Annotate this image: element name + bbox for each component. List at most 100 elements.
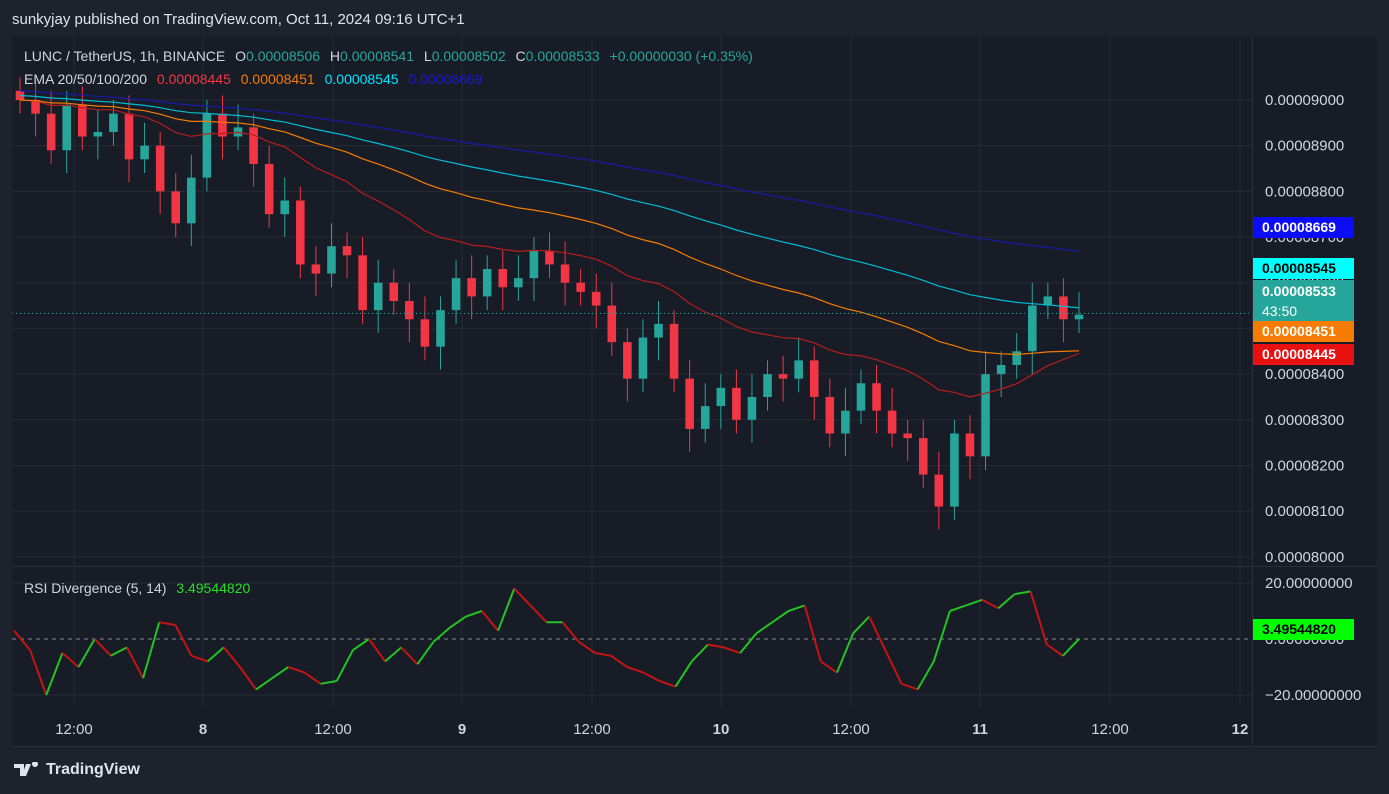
candle-body — [825, 396, 835, 434]
rsi-tick-label: −20.00000000 — [1265, 687, 1361, 704]
rsi-segment — [271, 666, 289, 680]
candle-body — [809, 360, 819, 397]
candle-body — [623, 342, 632, 379]
price-tick-label: 0.00008400 — [1265, 366, 1344, 383]
rsi-segment — [852, 615, 870, 635]
rsi-segment — [674, 660, 693, 688]
rsi-price-label: 3.49544820 — [1253, 619, 1354, 640]
rsi-segment — [400, 646, 419, 665]
price-tick-label: 0.00008300 — [1265, 412, 1344, 429]
rsi-segment — [561, 621, 580, 643]
candle-body — [124, 113, 134, 160]
ema50-line — [19, 99, 1080, 356]
time-tick-label: 12:00 — [832, 721, 870, 738]
rsi-segment — [481, 610, 499, 632]
candle-body — [420, 319, 430, 347]
rsi-segment — [626, 666, 644, 674]
candle-body — [981, 374, 990, 457]
close-value: 0.00008533 — [525, 48, 600, 64]
symbol-label[interactable]: LUNC / TetherUS, 1h, BINANCE — [24, 48, 226, 64]
candle-body — [700, 406, 710, 429]
rsi-segment — [77, 638, 96, 668]
rsi-segment — [206, 646, 225, 663]
time-tick-label: 8 — [199, 721, 207, 738]
candle-body — [716, 387, 726, 407]
candle-body — [1043, 296, 1053, 306]
rsi-segment — [981, 598, 999, 610]
rsi-segment — [239, 666, 257, 690]
ema100-line — [19, 94, 1080, 309]
publish-title: sunkyjay published on TradingView.com, O… — [12, 11, 465, 28]
candle-body — [249, 127, 258, 164]
rsi-segment — [93, 638, 112, 657]
price-tick-label: 0.00009000 — [1265, 92, 1344, 109]
candle-body — [763, 374, 772, 397]
candle-body — [140, 145, 149, 160]
rsi-segment — [449, 615, 467, 629]
rsi-segment — [788, 604, 806, 612]
candle-body — [591, 291, 601, 306]
change-value: +0.00000030 (+0.35%) — [609, 48, 753, 64]
price-tick-label: 0.00008000 — [1265, 549, 1344, 566]
rsi-segment — [513, 587, 532, 607]
candle-body — [1074, 314, 1084, 320]
ema50-value: 0.00008451 — [240, 71, 315, 87]
rsi-segment — [707, 643, 725, 649]
candle-body — [46, 113, 56, 151]
candle-body — [965, 433, 975, 457]
candle-body — [405, 301, 414, 320]
ema50-price-label: 0.00008451 — [1253, 321, 1354, 342]
ema100-price-label: 0.00008545 — [1253, 258, 1354, 279]
rsi-segment — [932, 610, 951, 662]
candle-body — [887, 410, 897, 434]
candle-body — [327, 246, 336, 274]
time-tick-label: 12:00 — [573, 721, 611, 738]
brand-name: TradingView — [46, 761, 140, 778]
candle-body — [950, 433, 959, 507]
rsi-segment — [352, 638, 370, 652]
rsi-segment — [287, 666, 305, 674]
candle-body — [545, 250, 554, 265]
rsi-segment — [949, 604, 967, 612]
candle-body — [560, 264, 570, 283]
ema20-price-label: 0.00008445 — [1253, 344, 1354, 365]
rsi-segment — [497, 588, 516, 631]
candle-body — [638, 337, 648, 379]
open-label: O — [235, 48, 247, 64]
price-tick-label: 0.00008100 — [1265, 503, 1344, 520]
ema-label[interactable]: EMA 20/50/100/200 — [24, 71, 147, 87]
candle-body — [436, 310, 445, 347]
candle-body — [373, 282, 383, 311]
candle-body — [31, 99, 40, 114]
candle-body — [996, 364, 1006, 375]
chart-panel[interactable] — [12, 36, 1377, 747]
rsi-segment — [836, 633, 855, 673]
rsi-segment — [642, 671, 660, 682]
ema200-price-label: 0.00008669 — [1253, 217, 1354, 238]
rsi-tick-label: 20.00000000 — [1265, 575, 1353, 592]
candle-body — [311, 264, 321, 274]
rsi-segment — [126, 646, 144, 679]
tradingview-brand[interactable]: TradingView — [14, 761, 140, 779]
ema200-value: 0.00008669 — [408, 71, 483, 87]
rsi-segment — [997, 593, 1016, 609]
rsi-segment — [174, 624, 193, 657]
candle-body — [467, 278, 476, 297]
candle-body — [451, 278, 461, 311]
rsi-segment — [755, 621, 773, 635]
rsi-segment — [901, 682, 918, 691]
rsi-segment — [45, 652, 64, 696]
rsi-segment — [465, 610, 483, 618]
rsi-label[interactable]: RSI Divergence (5, 14) — [24, 580, 167, 596]
candle-body — [78, 104, 87, 137]
rsi-segment — [659, 680, 676, 688]
rsi-segment — [803, 605, 822, 662]
time-tick-label: 12 — [1232, 721, 1249, 738]
candle-body — [685, 378, 694, 429]
rsi-segment — [384, 646, 402, 663]
ema200-line — [19, 90, 1080, 252]
time-tick-label: 10 — [713, 721, 730, 738]
ema100-value: 0.00008545 — [324, 71, 399, 87]
rsi-segment — [820, 660, 838, 674]
